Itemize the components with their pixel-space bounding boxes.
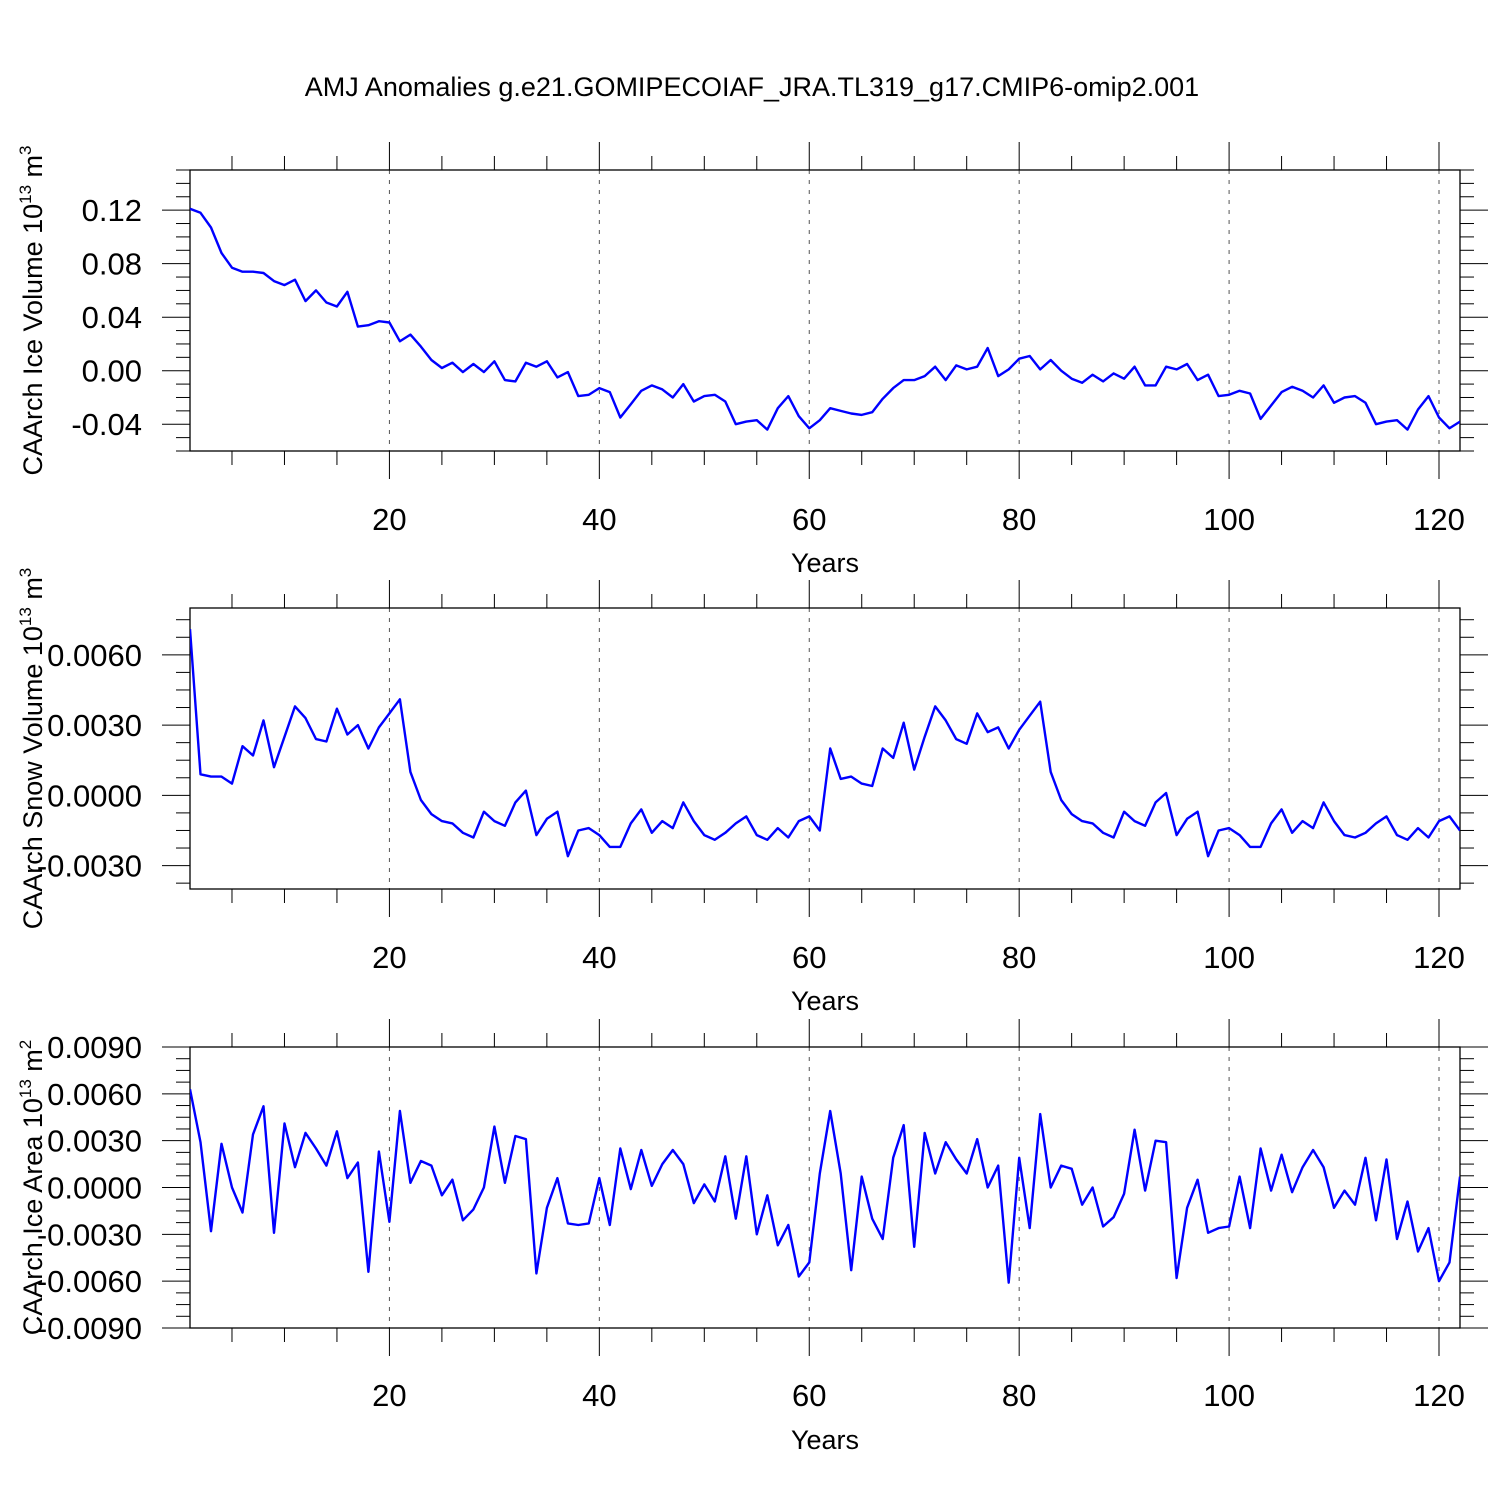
x-axis-label: Years bbox=[791, 1425, 859, 1455]
plot-frame bbox=[189, 607, 1461, 890]
x-tick-label: 100 bbox=[1203, 1378, 1255, 1413]
y-tick-label: -0.0030 bbox=[37, 849, 142, 884]
y-tick-label: 0.0060 bbox=[47, 1077, 142, 1112]
data-series-line bbox=[190, 207, 1460, 431]
y-tick-label: -0.0090 bbox=[37, 1311, 142, 1346]
x-tick-label: 60 bbox=[792, 940, 826, 975]
x-tick-label: 80 bbox=[1002, 940, 1036, 975]
y-axis-label: CAArch Snow Volume 1013 m3 bbox=[16, 568, 48, 930]
x-tick-label: 60 bbox=[792, 1378, 826, 1413]
y-tick-label: 0.12 bbox=[82, 193, 142, 228]
y-tick-label: 0.0000 bbox=[47, 778, 142, 813]
chart-panel-1: 20 40 60 80 100 120 -0.04 0.00 0.04 0.08 0.12 Years… bbox=[16, 142, 1488, 578]
x-tick-label: 20 bbox=[372, 940, 406, 975]
x-tick-label: 40 bbox=[582, 502, 616, 537]
y-tick-label: -0.0030 bbox=[37, 1217, 142, 1252]
x-tick-label: 80 bbox=[1002, 502, 1036, 537]
x-tick-label: 100 bbox=[1203, 940, 1255, 975]
y-tick-label: 0.08 bbox=[82, 247, 142, 282]
plot-frame bbox=[189, 169, 1461, 452]
x-axis-label: Years bbox=[791, 548, 859, 578]
y-axis-label: CAArch Ice Area 1013 m2 bbox=[16, 1040, 48, 1336]
x-tick-label: 20 bbox=[372, 1378, 406, 1413]
y-tick-label: -0.0060 bbox=[37, 1264, 142, 1299]
plot-frame bbox=[189, 1046, 1461, 1329]
y-tick-label: -0.04 bbox=[71, 407, 142, 442]
x-tick-label: 60 bbox=[792, 502, 826, 537]
x-tick-label: 80 bbox=[1002, 1378, 1036, 1413]
y-tick-label: 0.04 bbox=[82, 300, 142, 335]
x-axis-label: Years bbox=[791, 986, 859, 1016]
chart-panel-3: 20 40 60 80 100 120 -0.0090 -0.0060 -0.0030 0.000… bbox=[16, 1019, 1488, 1455]
x-tick-label: 120 bbox=[1413, 502, 1465, 537]
y-tick-label: 0.0000 bbox=[47, 1171, 142, 1206]
y-tick-label: 0.0090 bbox=[47, 1030, 142, 1065]
x-tick-label: 40 bbox=[582, 1378, 616, 1413]
figure-title: AMJ Anomalies g.e21.GOMIPECOIAF_JRA.TL31… bbox=[305, 72, 1199, 102]
data-series-line bbox=[190, 1088, 1460, 1284]
data-series-line bbox=[190, 629, 1460, 858]
chart-panel-2: 20 40 60 80 100 120 -0.0030 0.0000 0.0030 0.0060 Y… bbox=[16, 568, 1488, 1016]
x-tick-label: 40 bbox=[582, 940, 616, 975]
y-axis-label: CAArch Ice Volume 1013 m3 bbox=[16, 145, 48, 475]
y-tick-label: 0.00 bbox=[82, 354, 142, 389]
y-tick-label: 0.0030 bbox=[47, 1124, 142, 1159]
x-tick-label: 100 bbox=[1203, 502, 1255, 537]
x-tick-label: 120 bbox=[1413, 940, 1465, 975]
x-tick-label: 120 bbox=[1413, 1378, 1465, 1413]
y-tick-label: 0.0030 bbox=[47, 708, 142, 743]
x-tick-label: 20 bbox=[372, 502, 406, 537]
y-tick-label: 0.0060 bbox=[47, 638, 142, 673]
